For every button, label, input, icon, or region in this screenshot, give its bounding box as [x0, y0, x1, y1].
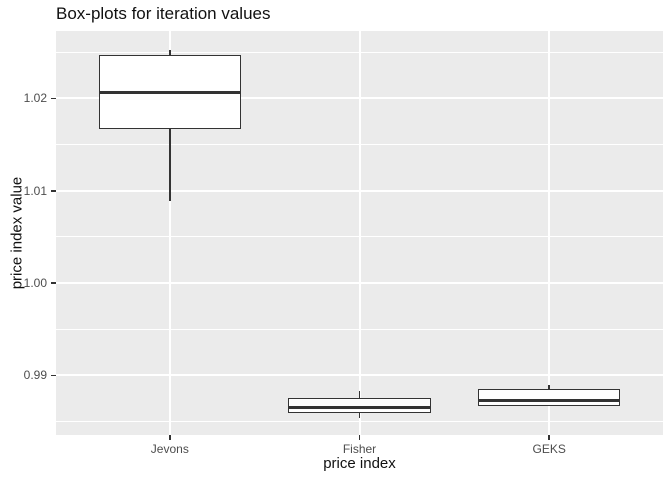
gridline-category: [168, 31, 171, 435]
x-tick: [358, 435, 361, 440]
x-tick-label: GEKS: [532, 442, 566, 456]
y-tick-label: 0.99: [23, 368, 47, 383]
y-tick: [51, 374, 56, 377]
median-line: [478, 398, 621, 402]
x-tick: [169, 435, 171, 440]
upper-whisker: [358, 391, 361, 398]
gridline-category: [548, 31, 551, 435]
y-tick-label: 1.01: [23, 183, 47, 198]
median-line: [288, 406, 431, 410]
lower-whisker: [169, 128, 171, 201]
lower-whisker: [358, 413, 361, 418]
chart-title: Box-plots for iteration values: [56, 4, 271, 23]
gridline-category: [358, 31, 361, 435]
iqr-box: [478, 389, 621, 406]
median-line: [98, 91, 241, 95]
x-tick-label: Jevons: [150, 442, 189, 456]
x-axis-title: price index: [323, 455, 396, 472]
upper-whisker: [169, 50, 171, 55]
y-tick-label: 1.00: [23, 276, 47, 291]
plot-panel: [56, 31, 663, 435]
y-tick: [51, 282, 56, 284]
iqr-box: [288, 397, 431, 414]
x-tick: [548, 435, 550, 440]
y-tick: [51, 190, 56, 192]
y-tick-label: 1.02: [23, 91, 47, 106]
y-tick: [51, 97, 56, 100]
x-tick-label: Fisher: [342, 442, 377, 456]
upper-whisker: [548, 384, 550, 390]
